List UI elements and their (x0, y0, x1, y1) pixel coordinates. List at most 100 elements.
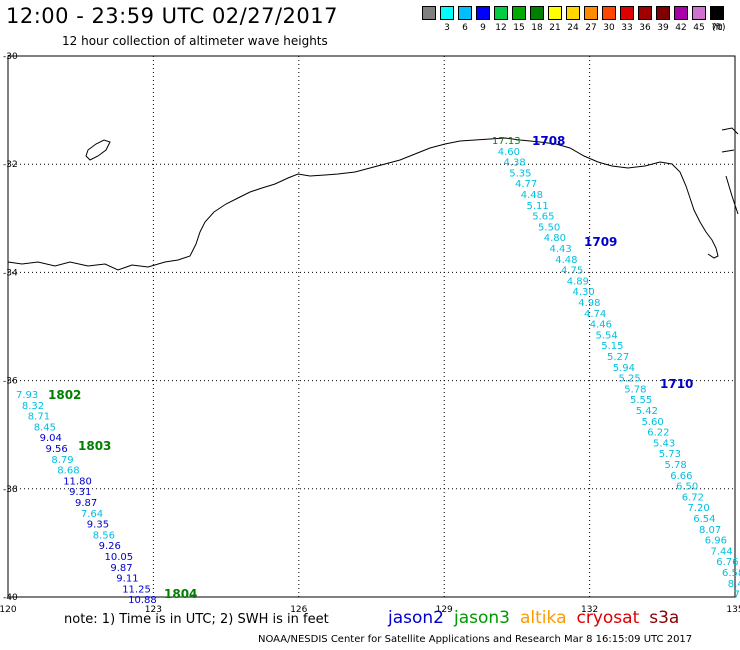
yorke-peninsula-coast (721, 127, 739, 215)
wave-height-east-track: 6.54 (693, 514, 715, 525)
wave-height-west-track: 10.05 (105, 552, 134, 563)
longitude-tick-label: 135 (726, 605, 740, 615)
color-swatch (494, 6, 508, 20)
color-swatch (692, 6, 706, 20)
color-swatch (638, 6, 652, 20)
color-scale-label: 45 (693, 23, 705, 33)
wave-height-west-track: 9.56 (46, 444, 68, 455)
wave-height-east-track: 5.65 (532, 212, 554, 223)
wave-height-east-track: 5.15 (601, 341, 623, 352)
latitude-tick-label: -32 (3, 160, 18, 170)
wave-height-east-track: 4.80 (544, 233, 566, 244)
legend-satellite-s3a: s3a (649, 608, 680, 628)
wave-height-west-track: 8.45 (34, 422, 56, 433)
wave-height-east-track: 5.94 (613, 363, 635, 374)
pass-time-label: 1709 (584, 235, 617, 249)
wave-height-east-track: 5.50 (538, 222, 560, 233)
color-scale-label: 36 (639, 23, 651, 33)
pass-time-label: 1804 (164, 587, 197, 601)
wave-height-east-track: 6.76 (716, 557, 738, 568)
page-title: 12:00 - 23:59 UTC 02/27/2017 (6, 4, 338, 28)
wave-height-east-track: 4.60 (498, 147, 520, 158)
wave-height-east-track: 5.11 (527, 201, 549, 212)
wave-height-east-track: 7.44 (711, 546, 733, 557)
longitude-tick-label: 123 (145, 605, 162, 615)
longitude-tick-label: 132 (581, 605, 598, 615)
longitude-tick-label: 129 (436, 605, 453, 615)
latitude-tick-label: -40 (3, 593, 18, 603)
color-swatch (620, 6, 634, 20)
wave-height-east-track: 4.46 (590, 320, 612, 331)
latitude-tick-label: -30 (3, 52, 18, 62)
wave-height-east-track: 4.30 (573, 287, 595, 298)
wave-height-east-track: 5.35 (509, 168, 531, 179)
wave-height-east-track: 4.43 (550, 244, 572, 255)
color-swatch (476, 6, 490, 20)
credit-line: NOAA/NESDIS Center for Satellite Applica… (258, 634, 693, 645)
wave-height-west-track: 7.64 (81, 509, 103, 520)
wave-height-west-track: 9.26 (99, 541, 121, 552)
wave-height-east-track: 4.38 (504, 158, 526, 169)
map-gridlines (7, 55, 736, 598)
wave-height-east-track: 5.78 (624, 384, 646, 395)
wave-height-east-track: 4.48 (555, 255, 577, 266)
footnote: note: 1) Time is in UTC; 2) SWH is in fe… (64, 612, 329, 627)
wave-height-east-track: 17.13 (492, 136, 521, 147)
wave-height-east-track: 6.72 (682, 492, 704, 503)
longitude-tick-label: 120 (0, 605, 17, 615)
latitude-tick-label: -34 (3, 268, 18, 278)
color-scale-label: 21 (549, 23, 561, 33)
wave-height-west-track: 9.87 (110, 563, 132, 574)
color-scale-label: 27 (585, 23, 597, 33)
color-scale-label: 15 (513, 23, 525, 33)
wave-height-east-track: 5.27 (607, 352, 629, 363)
altimeter-tracks: 17.134.604.385.354.774.485.115.655.504.8… (16, 134, 740, 606)
wave-height-west-track: 8.56 (93, 530, 115, 541)
legend-satellite-altika: altika (520, 608, 567, 628)
wave-height-east-track: 5.73 (659, 449, 681, 460)
wave-height-east-track: 6.96 (705, 536, 727, 547)
wave-height-east-track: 6.66 (670, 471, 692, 482)
color-scale-label: 42 (675, 23, 687, 33)
latitude-tick-label: -36 (3, 377, 18, 387)
wave-height-east-track: 4.98 (578, 298, 600, 309)
units-label: (ft) (712, 23, 726, 33)
color-scale-label: 39 (657, 23, 669, 33)
wave-height-west-track: 8.71 (28, 412, 50, 423)
wave-height-east-track: 5.25 (619, 374, 641, 385)
wave-height-east-track: 8.07 (699, 525, 721, 536)
legend-satellite-cryosat: cryosat (576, 608, 640, 628)
color-scale-label: 18 (531, 23, 543, 33)
wave-height-west-track: 11.25 (122, 584, 151, 595)
wave-height-east-track: 5.54 (596, 330, 618, 341)
color-swatch (566, 6, 580, 20)
page-subtitle: 12 hour collection of altimeter wave hei… (62, 34, 328, 48)
color-swatch (548, 6, 562, 20)
color-swatch (440, 6, 454, 20)
wave-height-west-track: 10.88 (128, 595, 157, 606)
color-scale-label: 70 (711, 23, 723, 33)
satellite-legend: jason2 jason3 altika cryosat s3a (388, 608, 689, 628)
wave-height-east-track: 5.42 (636, 406, 658, 417)
legend-satellite-jason2: jason2 (388, 608, 444, 628)
color-scale-label: 6 (462, 23, 468, 33)
wave-height-east-track: 5.43 (653, 438, 675, 449)
wave-height-west-track: 8.32 (22, 401, 44, 412)
coastline-south-australia (7, 137, 719, 271)
wave-height-east-track: 6.58 (722, 568, 740, 579)
color-scale-label: 12 (495, 23, 507, 33)
pass-time-label: 1803 (78, 439, 111, 453)
wave-height-east-track: 8.4 (728, 579, 740, 590)
color-scale-label: 24 (567, 23, 579, 33)
wave-height-west-track: 9.35 (87, 520, 109, 531)
wave-height-east-track: 4.89 (567, 276, 589, 287)
color-scale-label: 3 (444, 23, 450, 33)
wave-height-east-track: 5.55 (630, 395, 652, 406)
color-swatch (422, 6, 436, 20)
wave-height-east-track: 7 (734, 590, 740, 601)
wave-height-west-track: 9.31 (69, 487, 91, 498)
wave-height-west-track: 9.11 (116, 574, 138, 585)
wave-height-east-track: 6.22 (647, 428, 669, 439)
wave-height-east-track: 4.75 (561, 266, 583, 277)
wave-height-west-track: 8.68 (57, 466, 79, 477)
